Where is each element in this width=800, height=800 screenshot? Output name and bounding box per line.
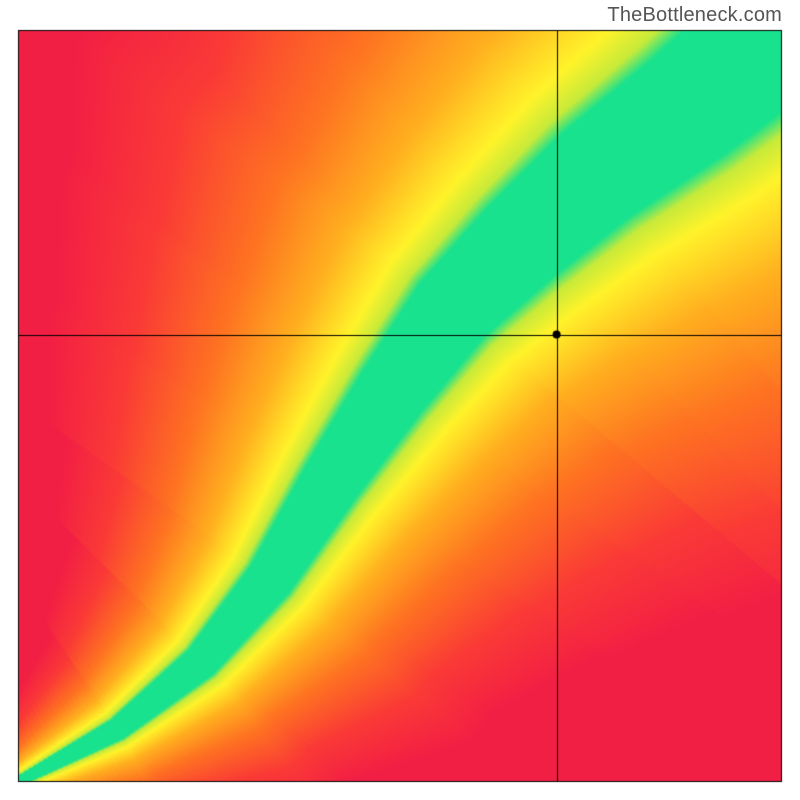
watermark-text: TheBottleneck.com: [607, 4, 782, 27]
bottleneck-heatmap: [0, 0, 800, 800]
chart-container: TheBottleneck.com: [0, 0, 800, 800]
